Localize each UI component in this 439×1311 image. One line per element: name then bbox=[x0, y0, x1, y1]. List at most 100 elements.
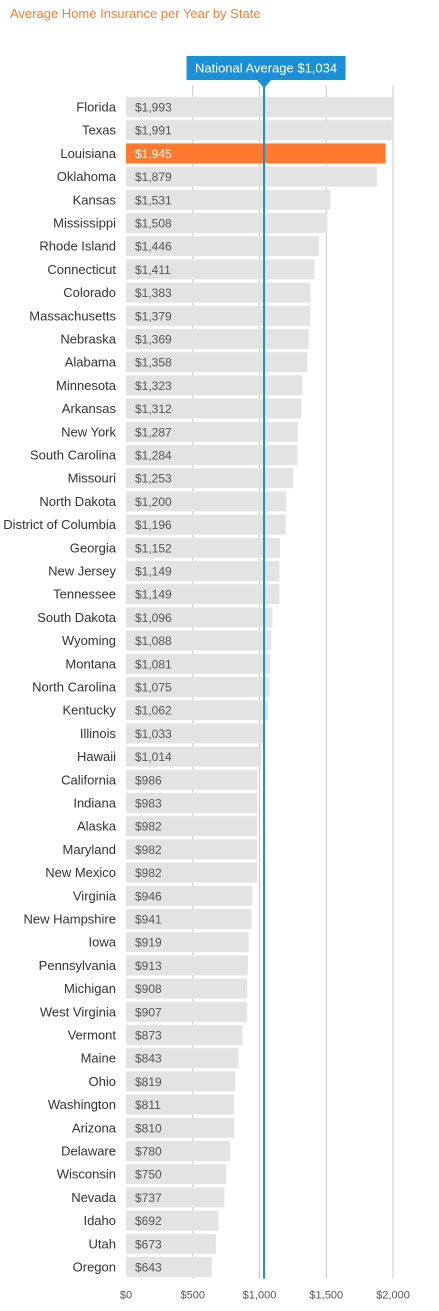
bar-hawaii bbox=[126, 746, 262, 767]
state-label-ohio: Ohio bbox=[89, 1074, 116, 1089]
bar-illinois bbox=[126, 723, 264, 744]
state-label-mississippi: Mississippi bbox=[53, 216, 116, 231]
value-label-kansas: $1,531 bbox=[135, 193, 172, 207]
state-label-nebraska: Nebraska bbox=[60, 332, 116, 347]
bar-arkansas bbox=[126, 398, 302, 419]
state-label-connecticut: Connecticut bbox=[47, 262, 116, 277]
state-label-virginia: Virginia bbox=[73, 888, 117, 903]
state-label-alaska: Alaska bbox=[77, 819, 117, 834]
bar-idaho bbox=[126, 1210, 219, 1231]
state-label-alabama: Alabama bbox=[65, 355, 117, 370]
state-label-texas: Texas bbox=[82, 123, 116, 138]
bar-north-dakota bbox=[126, 491, 287, 512]
state-label-oregon: Oregon bbox=[73, 1260, 116, 1275]
value-label-colorado: $1,383 bbox=[135, 286, 172, 300]
value-label-nevada: $737 bbox=[135, 1191, 162, 1205]
chart-title: Average Home Insurance per Year by State bbox=[10, 6, 261, 21]
value-label-arizona: $810 bbox=[135, 1121, 162, 1135]
state-label-hawaii: Hawaii bbox=[77, 749, 116, 764]
state-label-north-dakota: North Dakota bbox=[39, 494, 116, 509]
bar-indiana bbox=[126, 793, 258, 813]
state-label-arizona: Arizona bbox=[72, 1120, 117, 1135]
state-label-new-hampshire: New Hampshire bbox=[24, 912, 116, 927]
bar-washington bbox=[126, 1094, 235, 1115]
value-label-delaware: $780 bbox=[135, 1145, 162, 1159]
bar-texas bbox=[126, 120, 392, 141]
value-label-mississippi: $1,508 bbox=[135, 217, 172, 231]
value-label-georgia: $1,152 bbox=[135, 541, 172, 555]
state-label-washington: Washington bbox=[48, 1097, 116, 1112]
state-label-west-virginia: West Virginia bbox=[40, 1004, 117, 1019]
state-label-rhode-island: Rhode Island bbox=[39, 239, 116, 254]
value-label-indiana: $983 bbox=[135, 797, 162, 811]
bar-new-jersey bbox=[126, 561, 280, 581]
state-label-pennsylvania: Pennsylvania bbox=[39, 958, 117, 973]
value-label-minnesota: $1,323 bbox=[135, 379, 172, 393]
state-label-new-york: New York bbox=[61, 424, 116, 439]
state-label-delaware: Delaware bbox=[61, 1144, 116, 1159]
value-label-idaho: $692 bbox=[135, 1214, 162, 1228]
value-label-tennessee: $1,149 bbox=[135, 588, 172, 602]
value-label-florida: $1,993 bbox=[135, 101, 172, 115]
bar-minnesota bbox=[126, 375, 303, 396]
bar-california bbox=[126, 769, 258, 790]
value-label-utah: $673 bbox=[135, 1237, 162, 1251]
value-labels: $1,993 $1,991 $1,945 $1,879 $1,531 $1,508 $1,4… bbox=[135, 101, 172, 1275]
state-label-indiana: Indiana bbox=[73, 796, 116, 811]
state-label-south-carolina: South Carolina bbox=[30, 448, 117, 463]
value-label-nebraska: $1,369 bbox=[135, 333, 172, 347]
value-label-south-dakota: $1,096 bbox=[135, 611, 172, 625]
state-label-new-jersey: New Jersey bbox=[48, 564, 116, 579]
state-label-illinois: Illinois bbox=[80, 726, 117, 741]
callout-pointer bbox=[257, 80, 272, 88]
state-label-colorado: Colorado bbox=[63, 285, 116, 300]
bar-iowa bbox=[126, 932, 249, 953]
bar-alabama bbox=[126, 352, 308, 373]
value-label-vermont: $873 bbox=[135, 1029, 162, 1043]
bar-missouri bbox=[126, 468, 294, 489]
bar-south-dakota bbox=[126, 607, 273, 628]
state-label-michigan: Michigan bbox=[64, 981, 116, 996]
bar-virginia bbox=[126, 885, 253, 906]
state-label-district-of-columbia: District of Columbia bbox=[3, 517, 116, 532]
state-label-maryland: Maryland bbox=[63, 842, 116, 857]
state-label-utah: Utah bbox=[89, 1236, 116, 1251]
state-label-minnesota: Minnesota bbox=[56, 378, 117, 393]
x-tick-label-500: $500 bbox=[181, 1290, 205, 1302]
bar-vermont bbox=[126, 1025, 243, 1045]
value-label-oklahoma: $1,879 bbox=[135, 170, 172, 184]
value-label-south-carolina: $1,284 bbox=[135, 449, 172, 463]
x-axis-ticks: $0 $500 $1,000 $1,500 $2,000 bbox=[120, 1290, 410, 1302]
bar-arizona bbox=[126, 1117, 235, 1138]
value-label-wyoming: $1,088 bbox=[135, 634, 172, 648]
value-label-west-virginia: $907 bbox=[135, 1005, 162, 1019]
bar-utah bbox=[126, 1233, 216, 1254]
value-label-virginia: $946 bbox=[135, 889, 162, 903]
value-label-texas: $1,991 bbox=[135, 124, 172, 138]
value-label-new-jersey: $1,149 bbox=[135, 565, 172, 579]
bar-north-carolina bbox=[126, 677, 270, 697]
state-label-tennessee: Tennessee bbox=[53, 587, 116, 602]
state-label-florida: Florida bbox=[76, 100, 117, 115]
bar-new-mexico bbox=[126, 862, 258, 883]
state-label-new-mexico: New Mexico bbox=[45, 865, 116, 880]
value-label-hawaii: $1,014 bbox=[135, 750, 172, 764]
state-label-california: California bbox=[61, 772, 117, 787]
state-label-iowa: Iowa bbox=[89, 935, 117, 950]
state-label-kentucky: Kentucky bbox=[63, 703, 117, 718]
bar-mississippi bbox=[126, 213, 328, 233]
bar-alaska bbox=[126, 816, 258, 837]
state-label-missouri: Missouri bbox=[68, 471, 117, 486]
bar-georgia bbox=[126, 537, 280, 558]
value-label-wisconsin: $750 bbox=[135, 1168, 162, 1182]
state-label-louisiana: Louisiana bbox=[60, 146, 116, 161]
value-label-iowa: $919 bbox=[135, 936, 162, 950]
state-label-maine: Maine bbox=[81, 1051, 116, 1066]
value-label-north-dakota: $1,200 bbox=[135, 495, 172, 509]
bar-nevada bbox=[126, 1187, 225, 1208]
x-tick-label-0: $0 bbox=[120, 1290, 132, 1302]
bar-pennsylvania bbox=[126, 955, 248, 976]
state-label-montana: Montana bbox=[65, 656, 116, 671]
x-tick-label-1500: $1,500 bbox=[309, 1290, 343, 1302]
